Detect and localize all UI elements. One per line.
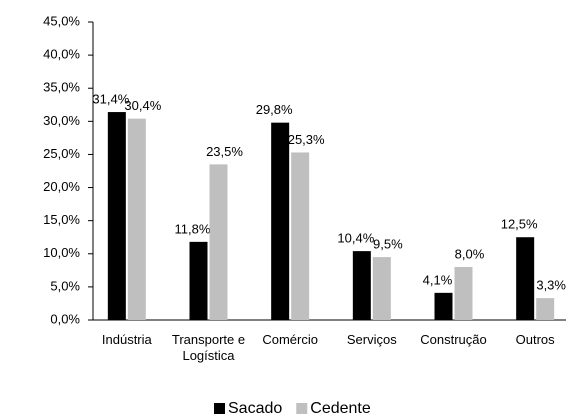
y-tick-label: 5,0% [50,278,80,293]
data-label: 31,4% [92,91,129,106]
data-label: 3,3% [536,278,566,293]
bar [536,298,555,320]
legend-swatch [296,403,308,414]
bar [516,237,535,320]
bar [352,251,371,320]
data-label: 29,8% [256,102,293,117]
x-tick-label: Construção [420,332,487,347]
data-label: 11,8% [175,221,211,236]
legend-swatch [214,403,225,414]
data-label: 10,4% [337,231,374,246]
y-tick-label: 25,0% [43,146,80,161]
y-tick-label: 45,0% [43,13,80,28]
bar [454,267,473,320]
x-tick-label: Transporte e Logística [171,332,246,363]
bar [189,241,208,320]
x-tick-label: Outros [515,332,555,347]
y-tick-label: 20,0% [43,179,80,194]
data-label: 23,5% [206,144,243,159]
data-label: 8,0% [455,246,485,261]
x-tick-label: Serviços [346,332,397,347]
data-label: 25,3% [288,132,325,147]
legend-label: Sacado [228,400,282,417]
y-tick-label: 10,0% [43,245,80,260]
bar [127,118,146,320]
x-tick-label: Comércio [262,332,318,347]
x-tick-label: Indústria [101,332,152,347]
y-tick-label: 0,0% [50,311,80,326]
bar [209,164,228,320]
bar [372,257,391,320]
bar [107,112,126,320]
bar [434,292,453,320]
y-tick-label: 30,0% [43,113,80,128]
y-tick-label: 35,0% [43,80,80,95]
y-tick-label: 15,0% [43,212,80,227]
data-label: 12,5% [501,217,538,232]
data-label: 30,4% [124,98,161,113]
legend-label: Cedente [310,400,371,417]
data-label: 9,5% [373,237,403,252]
bar [271,122,290,320]
y-tick-label: 40,0% [43,47,80,62]
data-label: 4,1% [423,272,453,287]
bar [291,152,310,320]
